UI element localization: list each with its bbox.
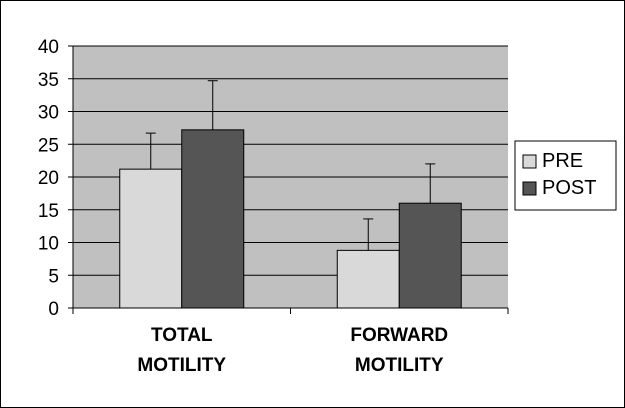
- bar-pre-0: [120, 169, 182, 308]
- legend-swatch-post: [523, 182, 536, 195]
- y-tick-label: 5: [48, 266, 59, 287]
- y-tick-label: 20: [38, 168, 59, 189]
- legend-label-pre: PRE: [542, 150, 583, 172]
- x-category-label: FORWARD MOTILITY: [350, 325, 448, 376]
- y-tick-label: 0: [48, 299, 59, 320]
- y-tick-label: 25: [38, 135, 59, 156]
- bar-pre-1: [337, 250, 399, 308]
- y-tick-label: 30: [38, 103, 59, 124]
- x-category-label: TOTAL MOTILITY: [137, 325, 226, 376]
- legend-swatch-pre: [523, 155, 536, 168]
- bar-post-1: [399, 203, 461, 308]
- bar-post-0: [182, 130, 244, 308]
- y-tick-label: 10: [38, 234, 59, 255]
- y-tick-label: 15: [38, 201, 59, 222]
- y-tick-label: 40: [38, 37, 59, 58]
- y-tick-label: 35: [38, 70, 59, 91]
- legend-label-post: POST: [542, 177, 596, 199]
